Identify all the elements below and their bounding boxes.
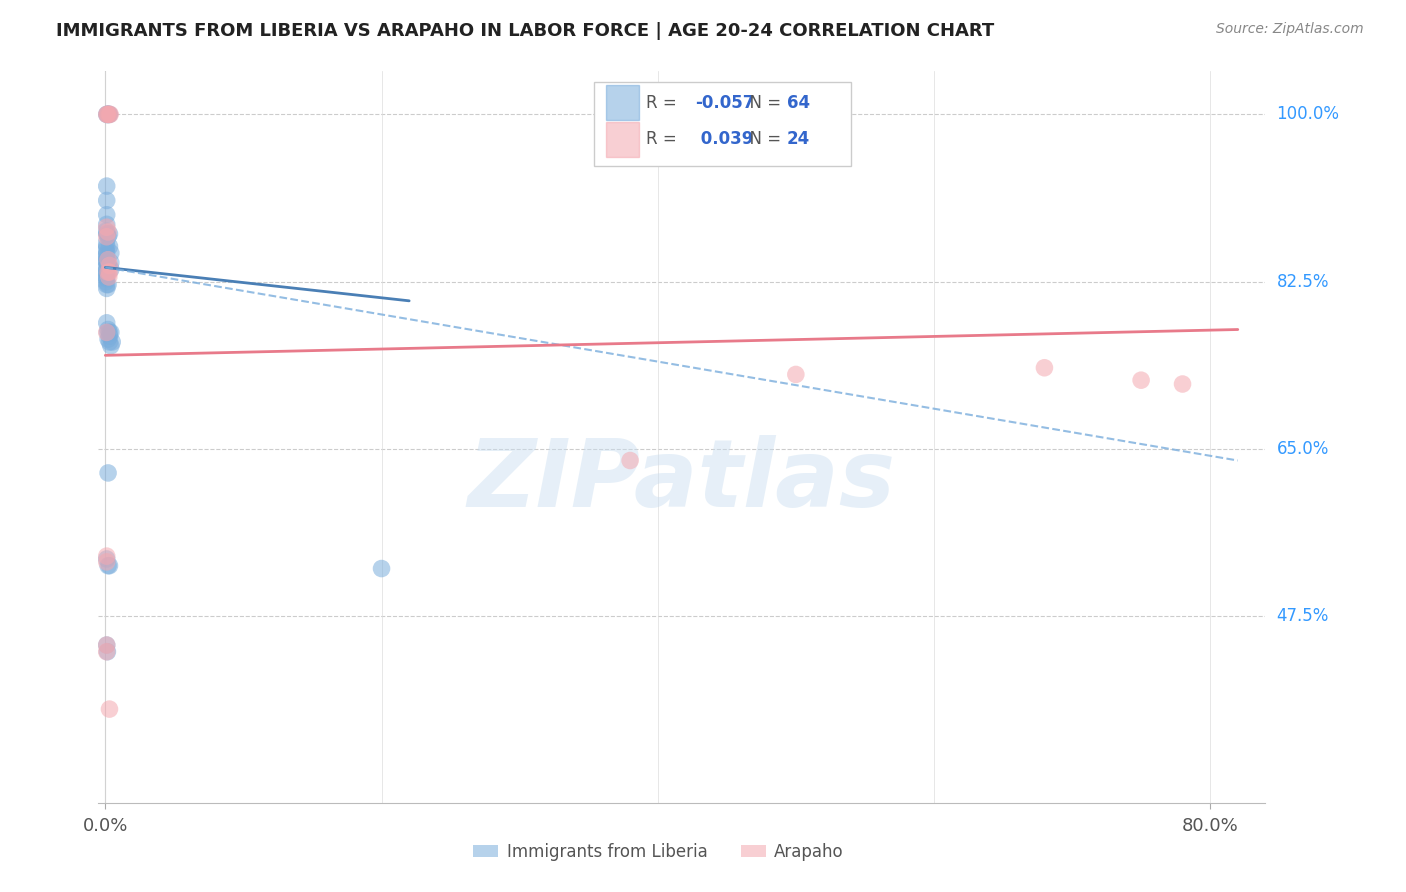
Point <box>97 269 120 284</box>
Point <box>96 179 118 194</box>
Point <box>97 258 120 272</box>
Point <box>100 326 122 340</box>
Point <box>98 107 121 121</box>
FancyBboxPatch shape <box>606 122 638 157</box>
Text: ZIPatlas: ZIPatlas <box>468 435 896 527</box>
Point <box>96 638 118 652</box>
Point <box>97 332 120 346</box>
Point <box>370 561 392 575</box>
FancyBboxPatch shape <box>606 86 638 120</box>
Point <box>96 229 118 244</box>
Point <box>96 645 118 659</box>
Point <box>97 229 120 244</box>
Point <box>94 243 117 257</box>
Point <box>1033 360 1056 375</box>
Point <box>96 555 118 569</box>
Point <box>96 645 118 659</box>
Point <box>100 246 122 260</box>
Point <box>1130 373 1153 387</box>
Point <box>97 225 120 239</box>
Point <box>96 227 118 241</box>
FancyBboxPatch shape <box>595 82 851 167</box>
Point <box>100 255 122 269</box>
Point <box>96 239 118 253</box>
Text: 0.039: 0.039 <box>695 130 754 148</box>
Point <box>98 702 121 716</box>
Text: 24: 24 <box>787 130 810 148</box>
Point <box>96 255 118 269</box>
Point <box>97 322 120 336</box>
Point <box>96 255 118 269</box>
Point <box>97 466 120 480</box>
Point <box>94 253 117 268</box>
Point <box>96 262 118 277</box>
Point <box>97 558 120 573</box>
Point <box>98 334 121 349</box>
Text: 65.0%: 65.0% <box>1277 440 1329 458</box>
Point <box>98 107 121 121</box>
Point <box>96 227 118 241</box>
Point <box>94 265 117 279</box>
Point <box>98 558 121 573</box>
Point <box>100 339 122 353</box>
Legend: Immigrants from Liberia, Arapaho: Immigrants from Liberia, Arapaho <box>467 837 851 868</box>
Text: -0.057: -0.057 <box>695 94 754 112</box>
Point <box>94 260 117 275</box>
Text: Source: ZipAtlas.com: Source: ZipAtlas.com <box>1216 22 1364 37</box>
Point <box>96 316 118 330</box>
Text: 82.5%: 82.5% <box>1277 273 1329 291</box>
Point <box>785 368 807 382</box>
Text: 47.5%: 47.5% <box>1277 607 1329 625</box>
Point <box>96 326 118 340</box>
Point <box>100 262 122 277</box>
Point <box>619 453 641 467</box>
Point <box>96 107 118 121</box>
Point <box>96 220 118 235</box>
Text: R =: R = <box>645 94 682 112</box>
Point <box>94 236 117 251</box>
Point <box>97 107 120 121</box>
Point <box>96 638 118 652</box>
Point <box>96 272 118 286</box>
Point <box>98 326 121 340</box>
Point <box>96 107 118 121</box>
Point <box>98 265 121 279</box>
Text: 64: 64 <box>787 94 810 112</box>
Point <box>94 224 117 238</box>
Text: IMMIGRANTS FROM LIBERIA VS ARAPAHO IN LABOR FORCE | AGE 20-24 CORRELATION CHART: IMMIGRANTS FROM LIBERIA VS ARAPAHO IN LA… <box>56 22 994 40</box>
Point <box>96 267 118 281</box>
Point <box>97 277 120 292</box>
Point <box>96 326 118 340</box>
Point <box>96 552 118 566</box>
Point <box>94 275 117 289</box>
Text: R =: R = <box>645 130 682 148</box>
Point <box>98 227 121 241</box>
Point <box>96 208 118 222</box>
Point <box>98 107 121 121</box>
Point <box>96 277 118 292</box>
Point <box>96 107 118 121</box>
Point <box>96 194 118 208</box>
Point <box>97 265 120 279</box>
Point <box>97 252 120 267</box>
Point <box>97 107 120 121</box>
Point <box>94 249 117 263</box>
Point <box>101 334 124 349</box>
Point <box>96 281 118 295</box>
Point <box>96 218 118 232</box>
Text: N =: N = <box>740 130 786 148</box>
Point <box>96 107 118 121</box>
Point <box>96 251 118 265</box>
Point <box>94 269 117 284</box>
Point <box>96 246 118 260</box>
Point <box>98 329 121 343</box>
Text: 100.0%: 100.0% <box>1277 105 1340 123</box>
Point <box>98 259 121 273</box>
Text: N =: N = <box>740 94 786 112</box>
Point <box>1171 377 1194 392</box>
Point <box>98 239 121 253</box>
Point <box>96 549 118 563</box>
Point <box>97 107 120 121</box>
